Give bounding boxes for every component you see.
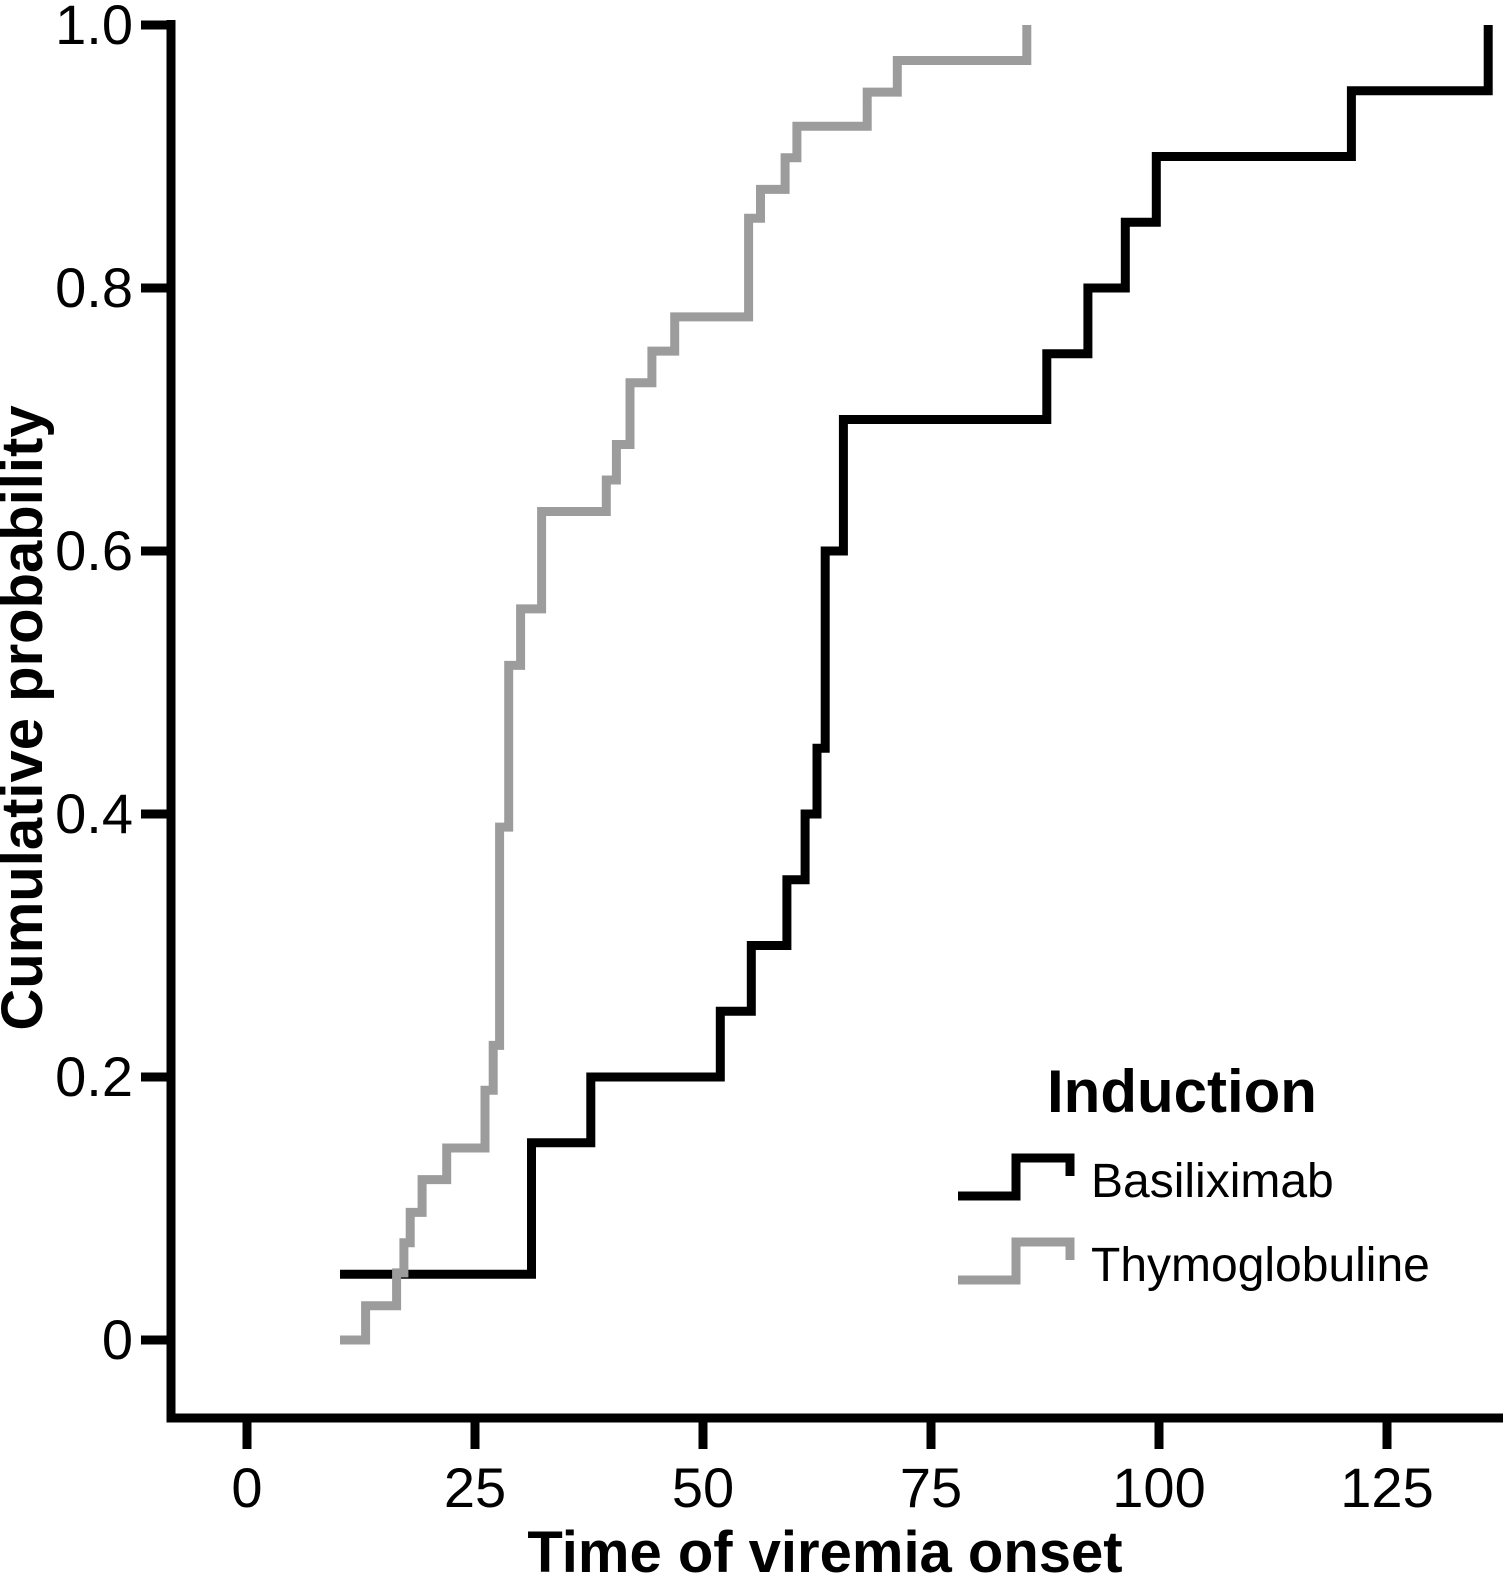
y-axis-title: Cumulative probability — [0, 405, 55, 1030]
y-tick-label: 0.6 — [55, 519, 133, 582]
series-layer — [340, 25, 1493, 1345]
legend-title: Induction — [1047, 1058, 1317, 1125]
y-tick-label: 0 — [102, 1308, 133, 1371]
legend-thymoglobuline-step-icon — [958, 1237, 1075, 1285]
axis-spine — [166, 20, 1503, 1423]
legend-label-thymoglobuline: Thymoglobuline — [1091, 1239, 1430, 1292]
x-tick-label: 75 — [900, 1456, 962, 1519]
x-axis-title: Time of viremia onset — [527, 1520, 1122, 1579]
x-tick-label: 0 — [231, 1456, 262, 1519]
x-tick-label: 125 — [1340, 1456, 1433, 1519]
legend-basiliximab-step-icon — [958, 1153, 1075, 1201]
y-tick-label: 0.2 — [55, 1045, 133, 1108]
y-tick-label: 0.8 — [55, 256, 133, 319]
axes-layer — [141, 20, 1503, 1449]
x-tick-label: 50 — [672, 1456, 734, 1519]
y-tick-label: 1.0 — [55, 0, 133, 56]
x-tick-label: 25 — [444, 1456, 506, 1519]
series-curve-basiliximab — [340, 25, 1493, 1279]
legend: Induction Basiliximab Thymoglobuline — [958, 1058, 1430, 1292]
series-curve-thymoglobuline — [340, 25, 1032, 1345]
x-tick-label: 100 — [1112, 1456, 1205, 1519]
legend-label-basiliximab: Basiliximab — [1091, 1155, 1334, 1208]
tick-label-layer: 0 0.2 0.4 0.6 0.8 1.0 0 25 50 75 100 125 — [55, 0, 1434, 1519]
y-tick-label: 0.4 — [55, 782, 133, 845]
